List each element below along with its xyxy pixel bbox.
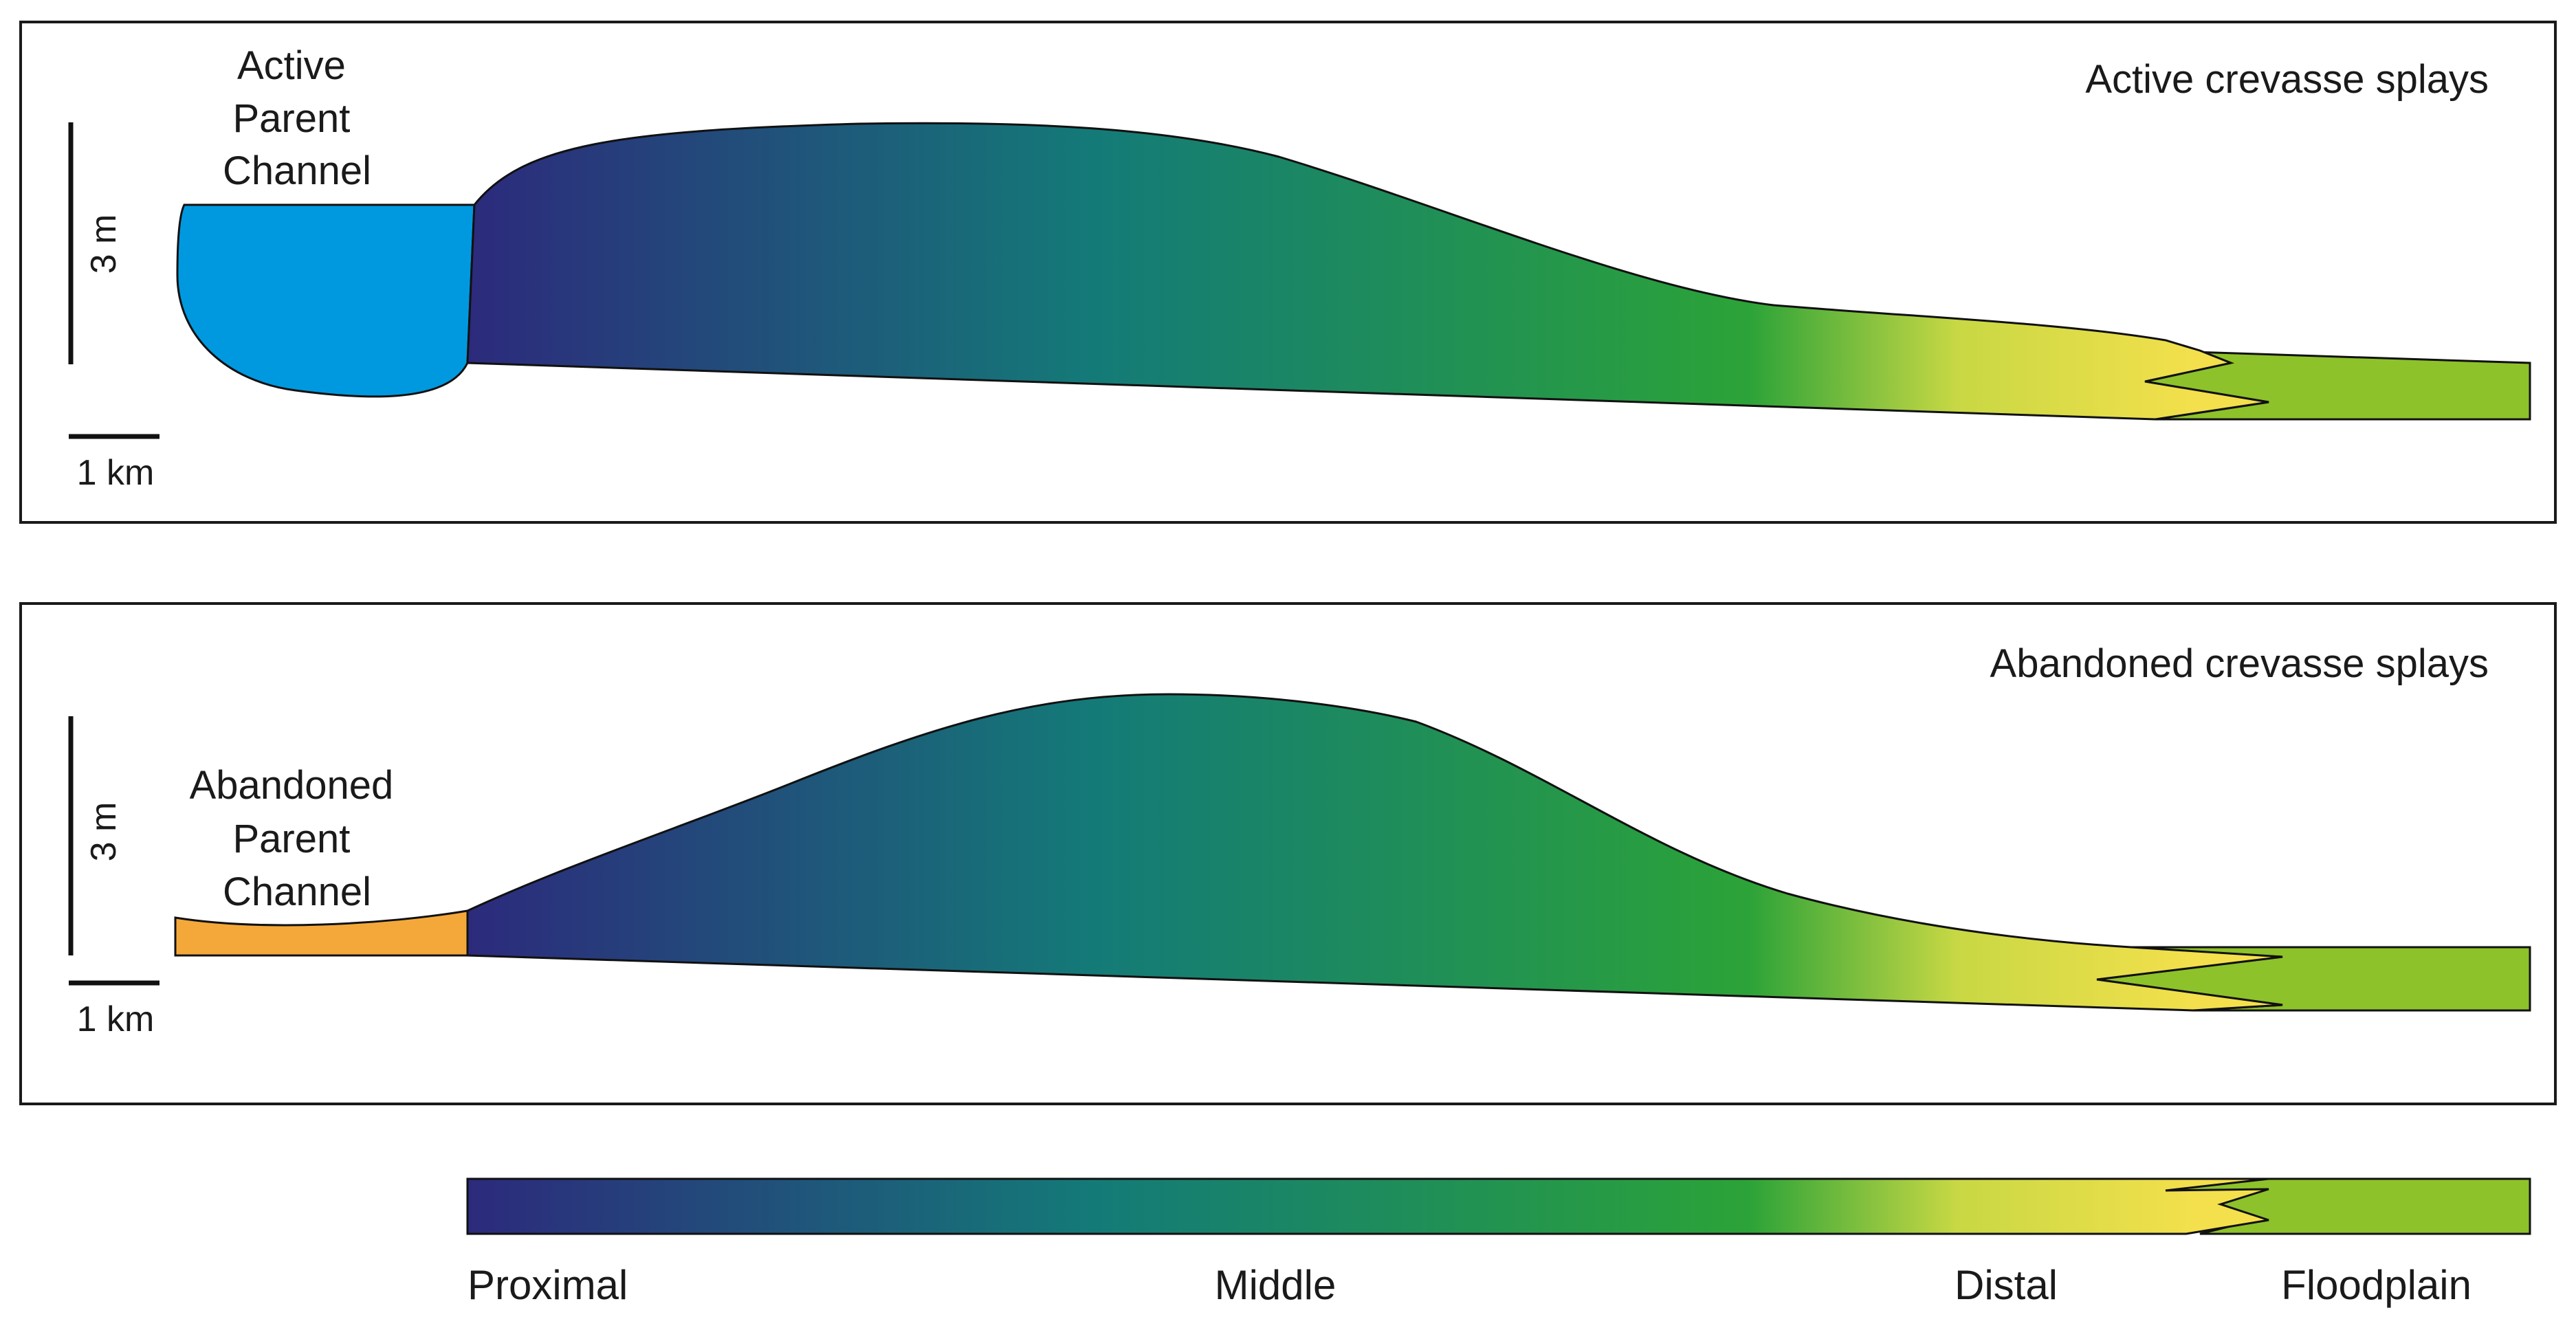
legend-label-middle: Middle: [1215, 1262, 1336, 1308]
abandoned-parent-channel: [174, 909, 469, 957]
panel-title: Active crevasse splays: [2085, 57, 2489, 102]
legend-label-distal: Distal: [1955, 1262, 2058, 1308]
panel-title: Abandoned crevasse splays: [1990, 641, 2489, 686]
horizontal-scale-label: 1 km: [77, 453, 155, 493]
horizontal-scale-label: 1 km: [77, 999, 155, 1039]
channel-label: Active Parent Channel: [223, 43, 371, 193]
vertical-scale-label: 3 m: [84, 802, 124, 862]
panel-abandoned: Abandoned crevasse splays 3 m 1 km Aband…: [19, 602, 2557, 1105]
legend-gradient-bar: [466, 1177, 2269, 1235]
panel-frame: [19, 21, 2557, 524]
panel-frame: [19, 602, 2557, 1105]
legend-label-floodplain: Floodplain: [2281, 1262, 2472, 1308]
legend-label-proximal: Proximal: [467, 1262, 628, 1308]
facies-legend: Proximal Middle Distal Floodplain: [466, 1177, 2531, 1308]
vertical-scale-label: 3 m: [84, 214, 124, 274]
crevasse-splay-body: [466, 122, 2269, 421]
crevasse-splay-body: [466, 693, 2283, 1012]
panel-active: Active crevasse splays 3 m 1 km Active P…: [19, 21, 2557, 524]
active-parent-channel: [176, 203, 476, 398]
channel-label: Abandoned Parent Channel: [190, 763, 405, 914]
